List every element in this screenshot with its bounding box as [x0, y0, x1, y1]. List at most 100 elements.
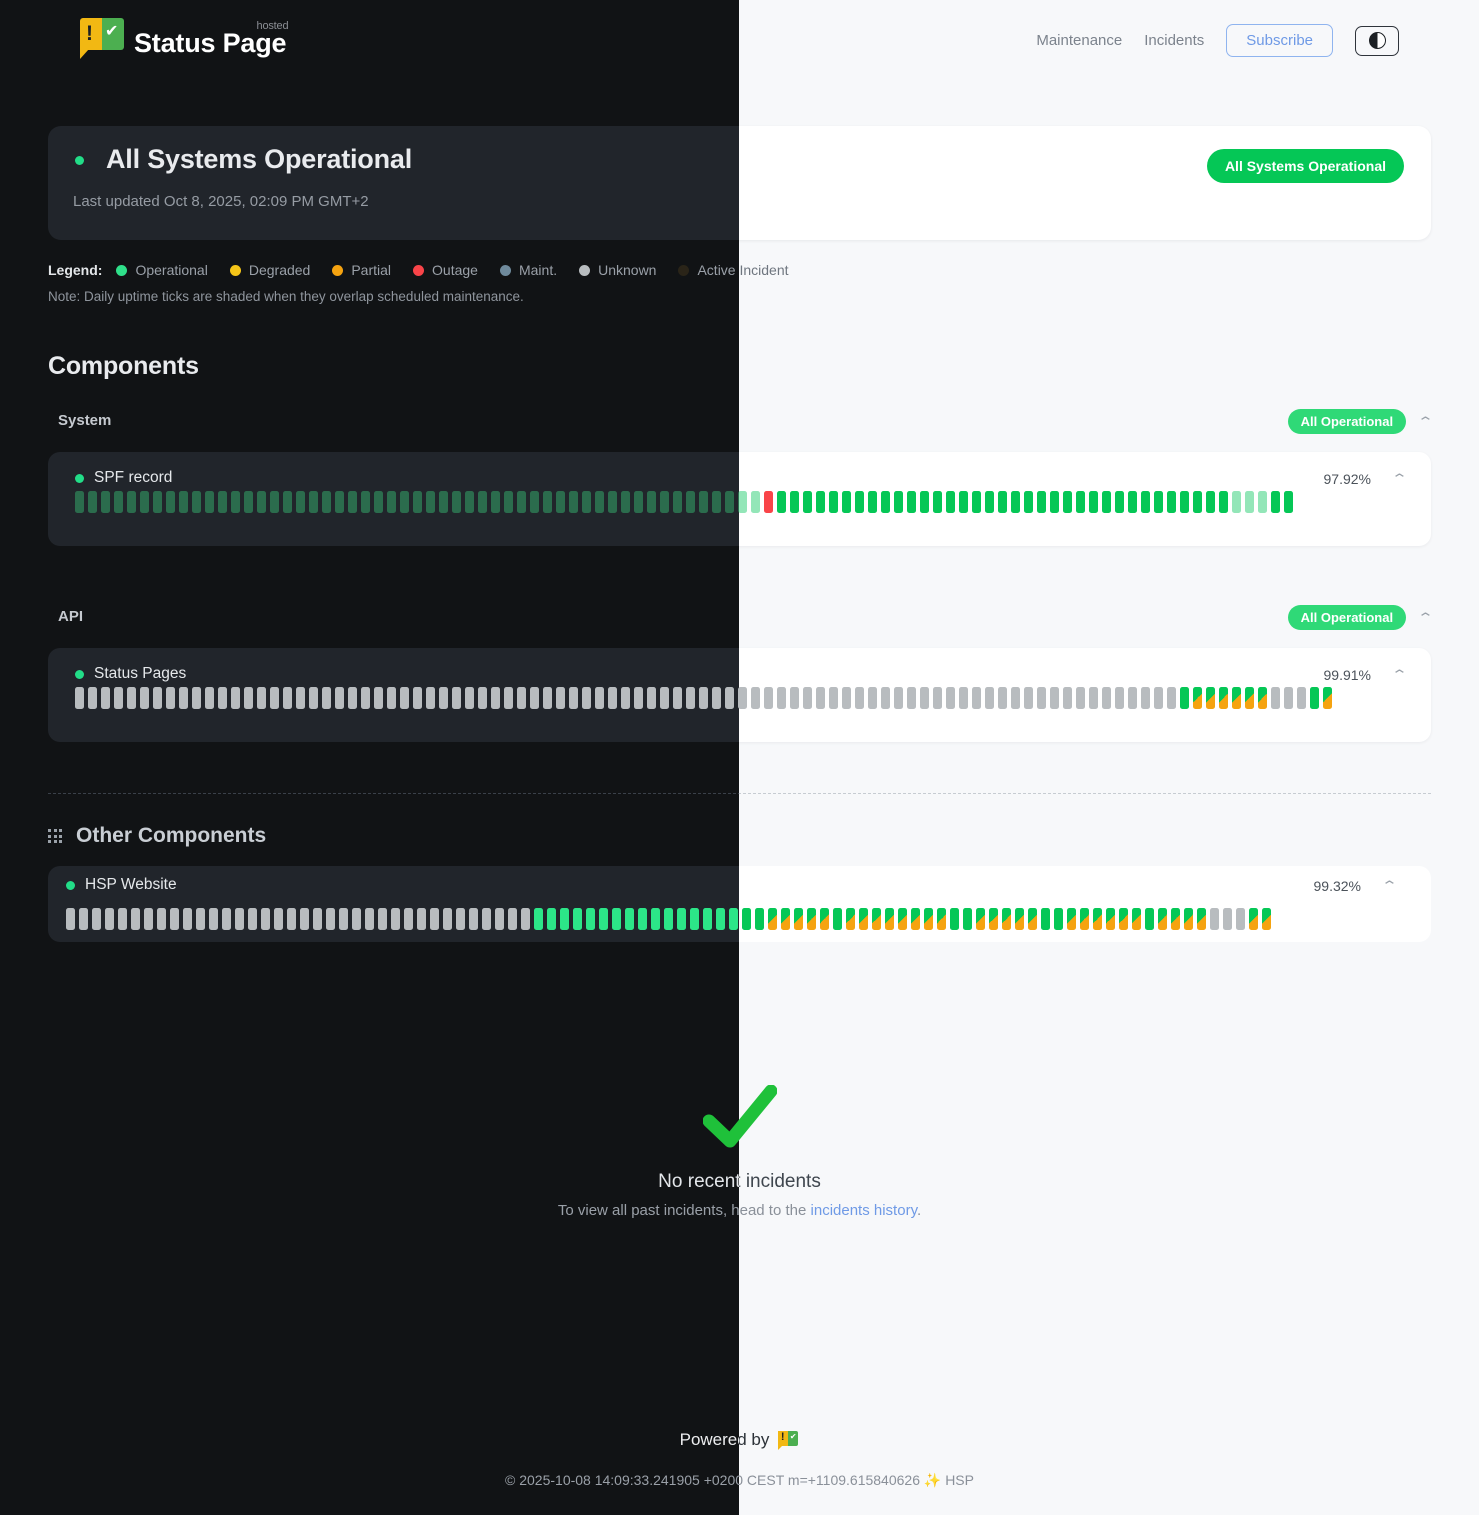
uptime-tick[interactable]: [352, 908, 361, 930]
uptime-tick[interactable]: [322, 491, 331, 513]
uptime-tick[interactable]: [985, 491, 994, 513]
uptime-tick[interactable]: [1154, 491, 1163, 513]
uptime-tick[interactable]: [998, 687, 1007, 709]
uptime-tick[interactable]: [192, 491, 201, 513]
uptime-tick[interactable]: [274, 908, 283, 930]
uptime-tick[interactable]: [478, 687, 487, 709]
subscribe-button[interactable]: Subscribe: [1226, 24, 1333, 57]
uptime-tick[interactable]: [768, 908, 777, 930]
uptime-tick[interactable]: [764, 687, 773, 709]
uptime-tick[interactable]: [1128, 491, 1137, 513]
uptime-tick[interactable]: [1063, 687, 1072, 709]
uptime-tick[interactable]: [972, 491, 981, 513]
uptime-tick[interactable]: [599, 908, 608, 930]
uptime-tick[interactable]: [1284, 687, 1293, 709]
uptime-tick[interactable]: [560, 908, 569, 930]
uptime-tick[interactable]: [231, 687, 240, 709]
uptime-tick[interactable]: [1258, 687, 1267, 709]
uptime-tick[interactable]: [166, 491, 175, 513]
uptime-tick[interactable]: [712, 687, 721, 709]
uptime-tick[interactable]: [430, 908, 439, 930]
uptime-tick[interactable]: [361, 687, 370, 709]
chevron-up-icon[interactable]: ⌃: [1416, 609, 1435, 625]
uptime-tick[interactable]: [413, 687, 422, 709]
uptime-tick[interactable]: [1145, 908, 1154, 930]
uptime-tick[interactable]: [296, 491, 305, 513]
uptime-tick[interactable]: [114, 687, 123, 709]
uptime-tick[interactable]: [547, 908, 556, 930]
uptime-tick[interactable]: [946, 687, 955, 709]
uptime-tick[interactable]: [729, 908, 738, 930]
uptime-tick[interactable]: [673, 687, 682, 709]
uptime-tick[interactable]: [790, 687, 799, 709]
uptime-tick[interactable]: [972, 687, 981, 709]
uptime-tick[interactable]: [504, 491, 513, 513]
uptime-tick[interactable]: [829, 687, 838, 709]
uptime-tick[interactable]: [244, 687, 253, 709]
uptime-tick[interactable]: [842, 687, 851, 709]
uptime-tick[interactable]: [1197, 908, 1206, 930]
uptime-tick[interactable]: [937, 908, 946, 930]
uptime-tick[interactable]: [218, 491, 227, 513]
uptime-tick[interactable]: [196, 908, 205, 930]
uptime-tick[interactable]: [75, 687, 84, 709]
uptime-tick[interactable]: [933, 687, 942, 709]
uptime-tick[interactable]: [920, 491, 929, 513]
uptime-tick[interactable]: [1193, 491, 1202, 513]
uptime-tick[interactable]: [517, 687, 526, 709]
uptime-tick[interactable]: [803, 687, 812, 709]
uptime-tick[interactable]: [257, 687, 266, 709]
uptime-tick[interactable]: [1119, 908, 1128, 930]
uptime-tick[interactable]: [1167, 687, 1176, 709]
uptime-tick[interactable]: [1024, 687, 1033, 709]
uptime-tick[interactable]: [1219, 491, 1228, 513]
uptime-tick[interactable]: [660, 687, 669, 709]
uptime-tick[interactable]: [153, 491, 162, 513]
uptime-tick[interactable]: [1271, 687, 1280, 709]
uptime-tick[interactable]: [1232, 491, 1241, 513]
uptime-tick[interactable]: [495, 908, 504, 930]
uptime-tick[interactable]: [621, 687, 630, 709]
uptime-tick[interactable]: [114, 491, 123, 513]
uptime-tick[interactable]: [127, 687, 136, 709]
uptime-tick[interactable]: [907, 491, 916, 513]
uptime-tick[interactable]: [950, 908, 959, 930]
uptime-tick[interactable]: [833, 908, 842, 930]
uptime-tick[interactable]: [309, 687, 318, 709]
uptime-tick[interactable]: [556, 491, 565, 513]
uptime-tick[interactable]: [1154, 687, 1163, 709]
uptime-tick[interactable]: [846, 908, 855, 930]
uptime-tick[interactable]: [530, 687, 539, 709]
uptime-tick[interactable]: [205, 687, 214, 709]
uptime-tick[interactable]: [1210, 908, 1219, 930]
uptime-tick[interactable]: [894, 491, 903, 513]
uptime-tick[interactable]: [885, 908, 894, 930]
uptime-tick[interactable]: [374, 491, 383, 513]
uptime-tick[interactable]: [1223, 908, 1232, 930]
uptime-tick[interactable]: [1015, 908, 1024, 930]
uptime-tick[interactable]: [105, 908, 114, 930]
uptime-tick[interactable]: [868, 687, 877, 709]
uptime-tick[interactable]: [127, 491, 136, 513]
uptime-tick[interactable]: [738, 687, 747, 709]
chevron-up-icon[interactable]: ⌃: [1416, 413, 1435, 429]
uptime-tick[interactable]: [465, 491, 474, 513]
uptime-tick[interactable]: [140, 491, 149, 513]
uptime-tick[interactable]: [1284, 491, 1293, 513]
uptime-tick[interactable]: [378, 908, 387, 930]
uptime-tick[interactable]: [712, 491, 721, 513]
uptime-tick[interactable]: [1236, 908, 1245, 930]
uptime-tick[interactable]: [920, 687, 929, 709]
uptime-tick[interactable]: [872, 908, 881, 930]
uptime-tick[interactable]: [933, 491, 942, 513]
uptime-tick[interactable]: [387, 687, 396, 709]
uptime-tick[interactable]: [781, 908, 790, 930]
uptime-tick[interactable]: [963, 908, 972, 930]
uptime-tick[interactable]: [1024, 491, 1033, 513]
uptime-tick[interactable]: [313, 908, 322, 930]
uptime-tick[interactable]: [621, 491, 630, 513]
uptime-tick[interactable]: [855, 491, 864, 513]
uptime-tick[interactable]: [209, 908, 218, 930]
uptime-tick[interactable]: [469, 908, 478, 930]
uptime-tick[interactable]: [612, 908, 621, 930]
